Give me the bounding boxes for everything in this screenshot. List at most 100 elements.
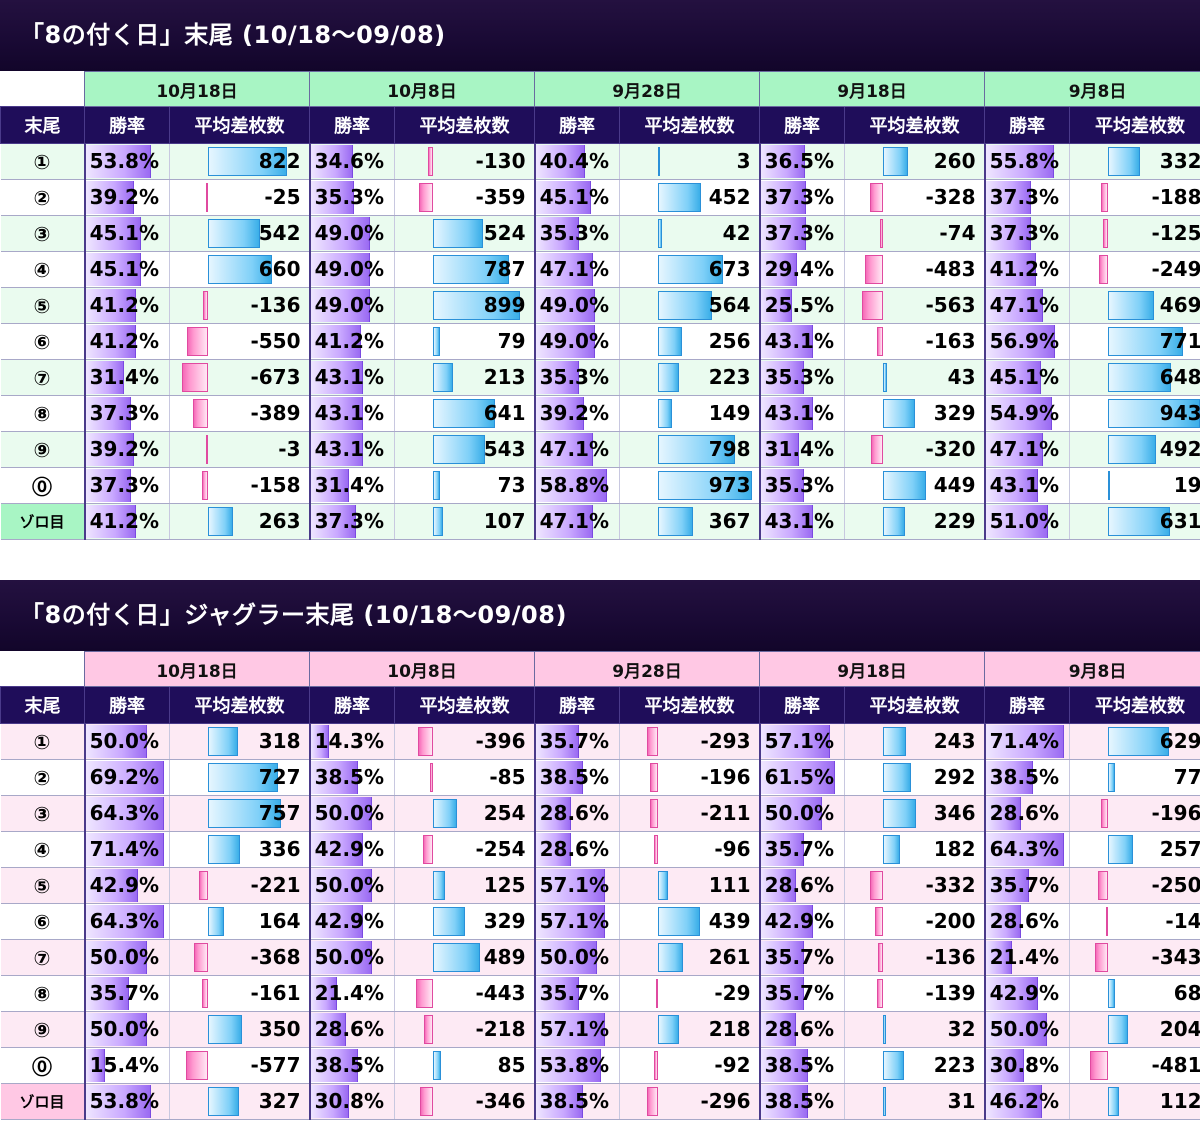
win-rate-cell: 42.9% bbox=[759, 903, 846, 940]
win-rate-value: 38.5% bbox=[764, 1089, 835, 1113]
win-rate-value: 50.0% bbox=[989, 1017, 1060, 1041]
win-rate-bar bbox=[85, 325, 136, 358]
avg-diff-value: 261 bbox=[708, 945, 751, 969]
row-label: ⑨ bbox=[0, 1011, 86, 1048]
positive-diff-bar bbox=[432, 907, 465, 936]
positive-diff-bar bbox=[657, 871, 669, 900]
positive-diff-bar bbox=[657, 255, 723, 284]
avg-diff-cell: 648 bbox=[1069, 359, 1200, 396]
win-rate-value: 15.4% bbox=[89, 1053, 159, 1077]
avg-diff-value: -200 bbox=[925, 909, 976, 933]
win-rate-value: 42.9% bbox=[764, 909, 835, 933]
win-rate-bar bbox=[760, 469, 804, 502]
avg-diff-value: 43 bbox=[947, 365, 976, 389]
win-rate-value: 43.1% bbox=[764, 509, 835, 533]
negative-diff-bar bbox=[1103, 219, 1108, 248]
positive-diff-bar bbox=[657, 219, 662, 248]
win-rate-cell: 55.8% bbox=[984, 143, 1071, 180]
win-rate-cell: 45.1% bbox=[534, 179, 621, 216]
win-rate-bar bbox=[760, 725, 831, 758]
win-rate-bar bbox=[85, 941, 147, 974]
win-rate-cell: 47.1% bbox=[534, 251, 621, 288]
win-rate-value: 64.3% bbox=[89, 909, 159, 933]
positive-diff-bar bbox=[882, 363, 887, 392]
row-label: ⑦ bbox=[0, 359, 86, 396]
avg-diff-value: -196 bbox=[1151, 801, 1200, 825]
win-rate-bar bbox=[985, 325, 1055, 358]
win-rate-cell: 53.8% bbox=[534, 1047, 621, 1084]
table-row: ② 69.2% 727 38.5% -85 38.5% -196 61.5% 292 38.5% 7… bbox=[0, 759, 1200, 796]
table-row: ゾロ目 41.2% 263 37.3% 107 47.1% 367 43.1% 229 51.0%… bbox=[0, 503, 1200, 540]
avg-diff-value: -221 bbox=[250, 873, 301, 897]
avg-diff-value: 112 bbox=[1159, 1089, 1200, 1113]
avg-diff-value: 257 bbox=[1159, 837, 1200, 861]
positive-diff-bar bbox=[882, 1051, 905, 1080]
win-rate-value: 35.7% bbox=[539, 981, 610, 1005]
win-rate-bar bbox=[310, 725, 329, 758]
negative-diff-bar bbox=[1105, 907, 1108, 936]
negative-diff-bar bbox=[193, 399, 208, 428]
win-rate-bar bbox=[535, 941, 597, 974]
date-header-row: 10月18日 10月8日 9月28日 9月18日 9月8日 bbox=[0, 71, 1200, 107]
avg-diff-cell: 223 bbox=[619, 359, 761, 396]
win-rate-value: 57.1% bbox=[539, 909, 610, 933]
positive-diff-bar bbox=[207, 1087, 240, 1116]
negative-diff-bar bbox=[202, 291, 208, 320]
win-rate-bar bbox=[760, 941, 805, 974]
avg-diff-value: -296 bbox=[700, 1089, 751, 1113]
avg-diff-cell: 727 bbox=[169, 759, 311, 796]
diff-column-header: 平均差枚数 bbox=[168, 106, 311, 144]
date-header: 9月28日 bbox=[534, 71, 761, 107]
avg-diff-value: -3 bbox=[278, 437, 301, 461]
row-label: ① bbox=[0, 143, 86, 180]
win-rate-cell: 57.1% bbox=[534, 903, 621, 940]
avg-diff-cell: -221 bbox=[169, 867, 311, 904]
win-rate-bar bbox=[310, 833, 364, 866]
avg-diff-cell: -389 bbox=[169, 395, 311, 432]
win-rate-cell: 38.5% bbox=[309, 759, 396, 796]
win-rate-cell: 49.0% bbox=[534, 287, 621, 324]
avg-diff-cell: 943 bbox=[1069, 395, 1200, 432]
positive-diff-bar bbox=[1107, 979, 1115, 1008]
avg-diff-cell: 213 bbox=[394, 359, 536, 396]
win-rate-value: 35.3% bbox=[539, 365, 610, 389]
win-rate-cell: 64.3% bbox=[84, 903, 170, 940]
avg-diff-cell: -481 bbox=[1069, 1047, 1200, 1084]
positive-diff-bar bbox=[1107, 147, 1141, 176]
win-rate-bar bbox=[985, 361, 1041, 394]
win-rate-bar bbox=[535, 1085, 583, 1118]
avg-diff-value: -550 bbox=[250, 329, 301, 353]
win-rate-cell: 37.3% bbox=[984, 215, 1071, 252]
avg-diff-value: 329 bbox=[483, 909, 526, 933]
win-rate-bar bbox=[535, 325, 596, 358]
win-rate-bar bbox=[535, 469, 608, 502]
avg-diff-value: 798 bbox=[708, 437, 751, 461]
win-rate-cell: 41.2% bbox=[84, 503, 170, 540]
row-label: ⑥ bbox=[0, 323, 86, 360]
win-rate-bar bbox=[85, 905, 164, 938]
row-label: ⑦ bbox=[0, 939, 86, 976]
win-rate-value: 50.0% bbox=[89, 729, 159, 753]
positive-diff-bar bbox=[1107, 471, 1110, 500]
positive-diff-bar bbox=[432, 507, 444, 536]
diff-column-header: 平均差枚数 bbox=[168, 686, 311, 724]
negative-diff-bar bbox=[193, 943, 208, 972]
win-rate-value: 57.1% bbox=[539, 1017, 610, 1041]
table-section-all: 「8の付く日」末尾 (10/18〜09/08) 10月18日 10月8日 9月28日… bbox=[0, 0, 1200, 540]
negative-diff-bar bbox=[429, 763, 433, 792]
win-rate-bar bbox=[760, 1013, 796, 1046]
avg-diff-cell: -96 bbox=[619, 831, 761, 868]
avg-diff-value: -196 bbox=[700, 765, 751, 789]
win-rate-bar bbox=[535, 1013, 606, 1046]
win-rate-value: 40.4% bbox=[539, 149, 610, 173]
win-rate-cell: 29.4% bbox=[759, 251, 846, 288]
win-rate-bar bbox=[985, 397, 1053, 430]
avg-diff-value: -346 bbox=[475, 1089, 526, 1113]
win-rate-bar bbox=[85, 977, 130, 1010]
negative-diff-bar bbox=[650, 763, 658, 792]
positive-diff-bar bbox=[207, 907, 224, 936]
avg-diff-cell: 3 bbox=[619, 143, 761, 180]
negative-diff-bar bbox=[205, 435, 208, 464]
win-rate-cell: 28.6% bbox=[759, 1011, 846, 1048]
rate-column-header: 勝率 bbox=[84, 106, 170, 144]
